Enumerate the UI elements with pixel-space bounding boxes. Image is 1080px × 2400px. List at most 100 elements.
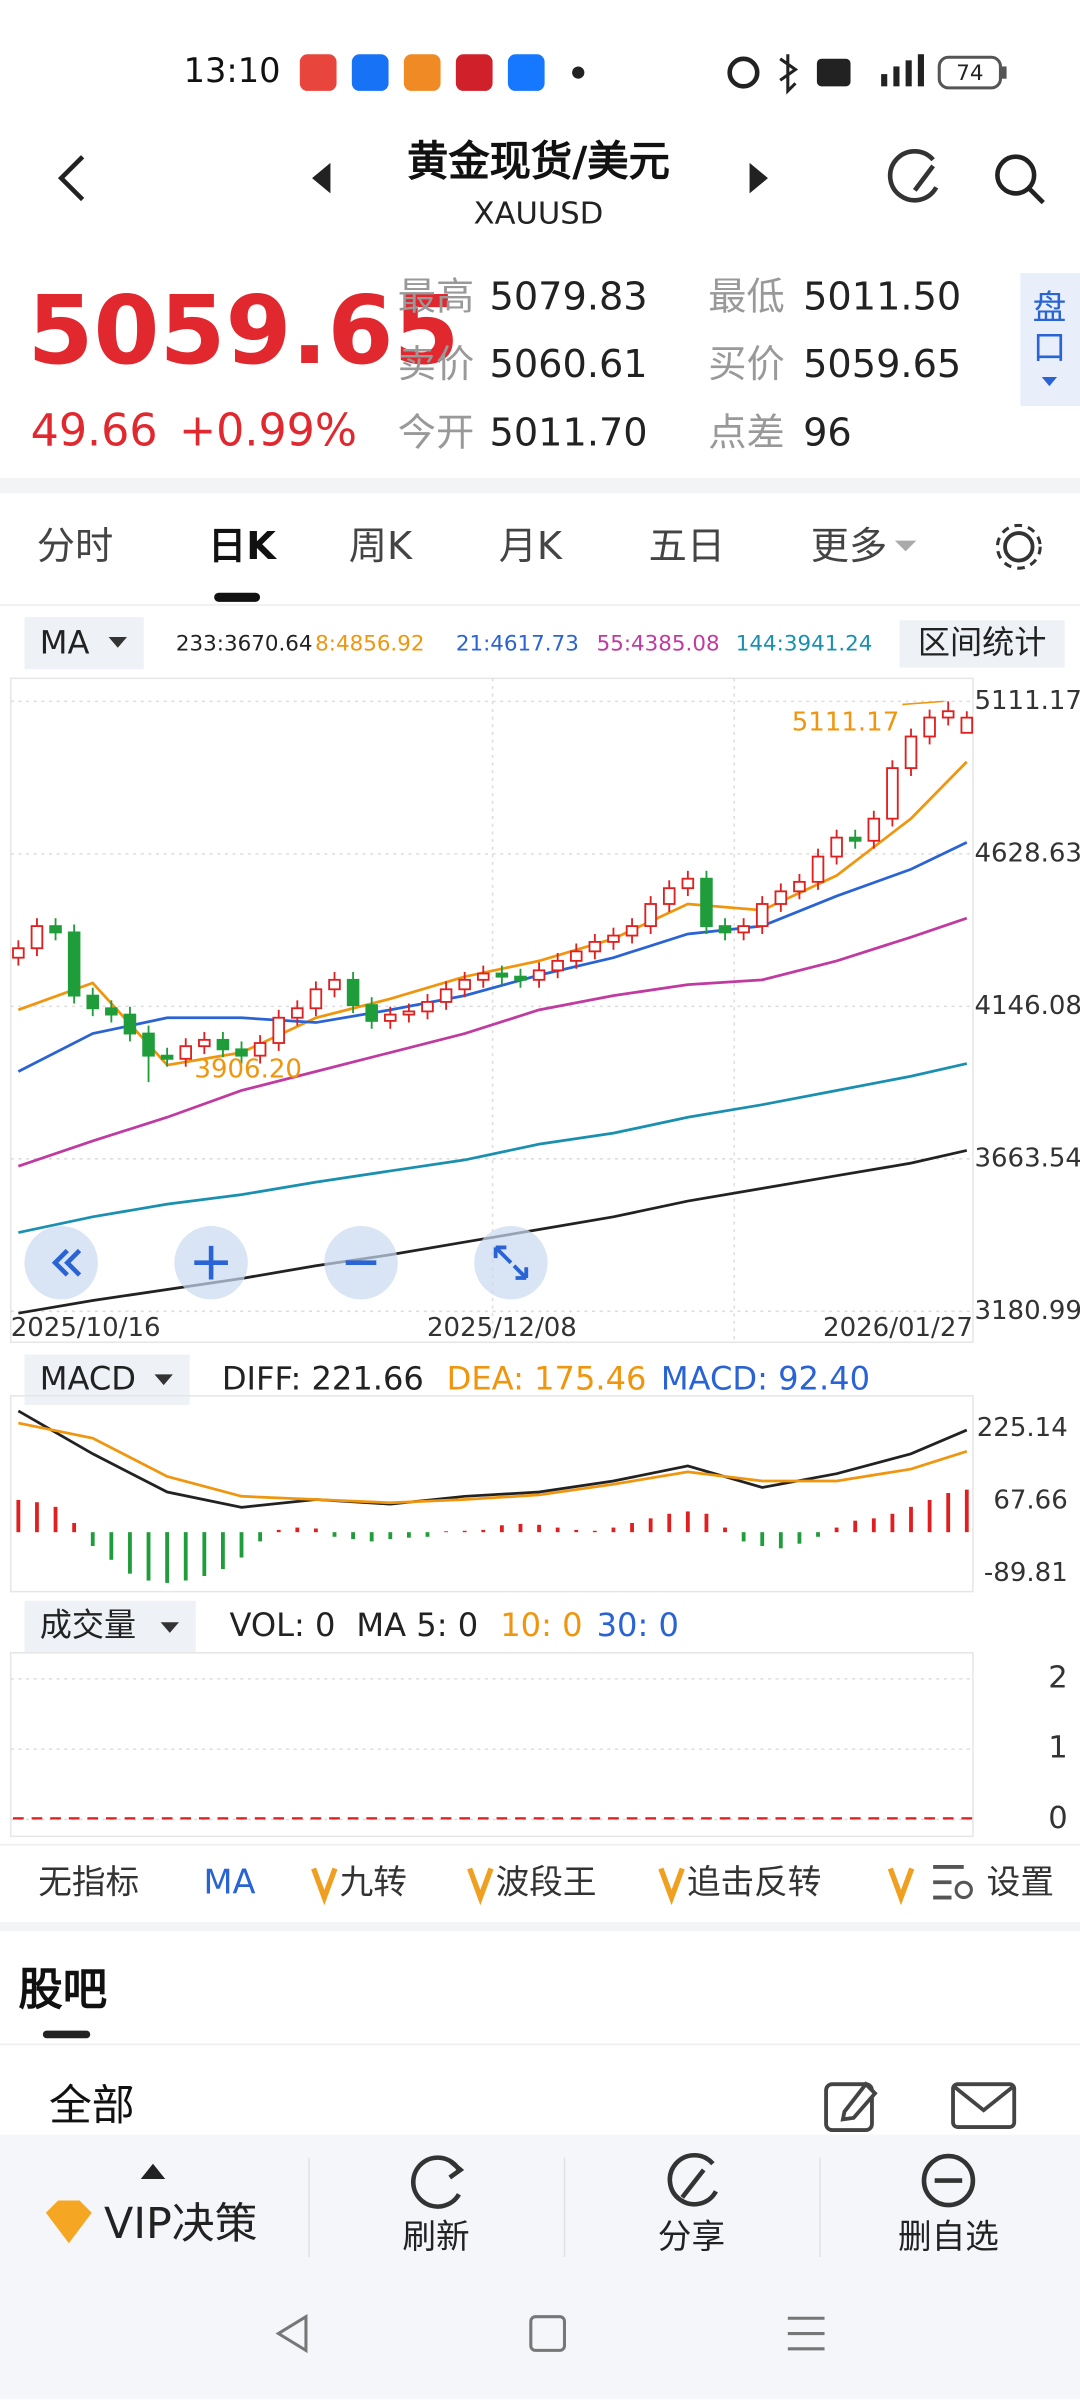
indicator-tab[interactable]: 追击反转 xyxy=(687,1862,822,1901)
settings-label[interactable]: 设置 xyxy=(987,1862,1054,1901)
next-button[interactable] xyxy=(749,162,768,194)
candle-body xyxy=(569,950,583,962)
candle-body xyxy=(198,1038,211,1048)
back-button[interactable] xyxy=(57,155,85,202)
header-subtitle: XAUUSD xyxy=(474,196,604,231)
candle-body xyxy=(681,877,695,890)
volume-bar xyxy=(831,1817,842,1820)
bottom-action[interactable]: 分享 xyxy=(658,2217,725,2256)
y-tick-label: 4628.63 xyxy=(974,838,1080,868)
bottom-action[interactable]: VIP决策 xyxy=(104,2199,257,2249)
ma-legend-item: 21:4617.73 xyxy=(456,632,579,657)
candle-body xyxy=(495,972,509,978)
indicator-tab[interactable]: 无指标 xyxy=(38,1862,139,1901)
indicator-tab[interactable]: 九转 xyxy=(340,1862,407,1901)
macd-legend: DEA: 175.46 xyxy=(447,1360,647,1398)
indicator-tab[interactable]: 波段王 xyxy=(496,1862,597,1901)
volume-bar xyxy=(868,1817,880,1820)
stat-label: 点差 xyxy=(708,412,784,456)
candle-body xyxy=(700,877,713,928)
indicator-tab[interactable]: MA xyxy=(203,1862,255,1901)
volume-bar xyxy=(533,1817,545,1820)
settings-icon[interactable] xyxy=(933,1865,973,1900)
prev-button[interactable] xyxy=(312,162,331,194)
settings-gear[interactable] xyxy=(995,523,1042,570)
remove-icon[interactable] xyxy=(921,2153,976,2208)
volume-bar xyxy=(905,1817,917,1820)
volume-bar xyxy=(942,1817,954,1820)
forum-underline xyxy=(42,2030,91,2039)
mail-icon[interactable] xyxy=(951,2082,1017,2129)
volume-bar xyxy=(961,1817,973,1820)
nav-back[interactable] xyxy=(275,2313,308,2354)
share-icon[interactable] xyxy=(667,2152,718,2207)
y-tick-label: 67.66 xyxy=(993,1486,1067,1516)
zoom-controls xyxy=(24,1226,548,1300)
macd-chart: 225.14 67.66 -89.81 xyxy=(9,1395,1068,1593)
range-stats-button[interactable] xyxy=(899,620,1065,668)
macd-legend: DIFF: 221.66 xyxy=(222,1360,424,1398)
stat-label: 今开 xyxy=(398,412,474,456)
candle-body xyxy=(142,1032,155,1057)
edit-icon[interactable] xyxy=(824,2081,878,2132)
expand-arrow[interactable] xyxy=(140,2163,166,2180)
volume-chart: 2 1 0 xyxy=(9,1652,1068,1838)
scroll-left-button[interactable] xyxy=(24,1226,98,1300)
stat-value: 5060.61 xyxy=(490,343,648,387)
forum-filter[interactable]: 全部 xyxy=(49,2081,135,2131)
y-tick-label: 3180.99 xyxy=(974,1296,1080,1326)
search-icon[interactable] xyxy=(995,154,1045,205)
volume-bar xyxy=(422,1817,433,1820)
low-annotation: 3906.20 xyxy=(194,1054,302,1084)
candle-body xyxy=(30,925,44,950)
tab[interactable]: 五日 xyxy=(649,525,725,569)
candle-body xyxy=(86,994,100,1010)
stat-value: 5059.65 xyxy=(803,343,961,387)
header-title: 黄金现货/美元 xyxy=(407,137,670,185)
refresh-icon[interactable] xyxy=(887,149,939,203)
macd-legend: MACD: 92.40 xyxy=(661,1360,870,1398)
volume-bar xyxy=(347,1817,359,1820)
candle-body xyxy=(644,903,657,928)
tab[interactable]: 月K xyxy=(499,525,563,569)
ma-selector[interactable] xyxy=(24,617,144,670)
stat-label: 最低 xyxy=(708,275,784,319)
tab-underline xyxy=(214,592,261,602)
nav-bar xyxy=(275,2313,825,2354)
volume-bar xyxy=(701,1817,712,1820)
volume-bar xyxy=(440,1817,452,1820)
status-time: 13:10 xyxy=(184,51,281,90)
nav-menu[interactable] xyxy=(787,2316,825,2351)
bottom-action[interactable]: 刷新 xyxy=(402,2217,469,2256)
volume-bar xyxy=(515,1817,526,1820)
dropdown-arrow xyxy=(154,1374,173,1386)
candle-body xyxy=(291,1007,304,1019)
candle-body xyxy=(328,978,341,991)
y-tick-label: 2 xyxy=(1048,1660,1067,1695)
candle-body xyxy=(67,931,81,997)
v-icon xyxy=(887,1867,915,1906)
nav-home[interactable] xyxy=(529,2315,567,2352)
candle-body xyxy=(12,947,25,959)
bottom-action[interactable]: 删自选 xyxy=(898,2217,999,2256)
volume-title: 成交量 xyxy=(40,1606,136,1644)
side-tab-label: 盘 xyxy=(1033,288,1067,327)
y-tick-label: 4146.08 xyxy=(974,991,1080,1021)
volume-bar xyxy=(682,1817,694,1820)
tab[interactable]: 分时 xyxy=(37,525,113,569)
indicator-line xyxy=(17,916,968,1168)
volume-bar xyxy=(812,1817,824,1820)
candle-body xyxy=(179,1045,193,1060)
divider xyxy=(0,1844,1080,1846)
volume-bar xyxy=(738,1817,749,1820)
dropdown-arrow xyxy=(160,1622,179,1633)
refresh-icon[interactable] xyxy=(410,2155,465,2209)
candle-body xyxy=(365,1004,378,1022)
dropdown-arrow xyxy=(894,540,917,552)
tab[interactable]: 日K xyxy=(208,525,277,569)
tab[interactable]: 更多 xyxy=(811,525,887,569)
tab[interactable]: 周K xyxy=(349,525,413,569)
candle-body xyxy=(402,1010,416,1016)
volume-bar xyxy=(143,1817,154,1820)
